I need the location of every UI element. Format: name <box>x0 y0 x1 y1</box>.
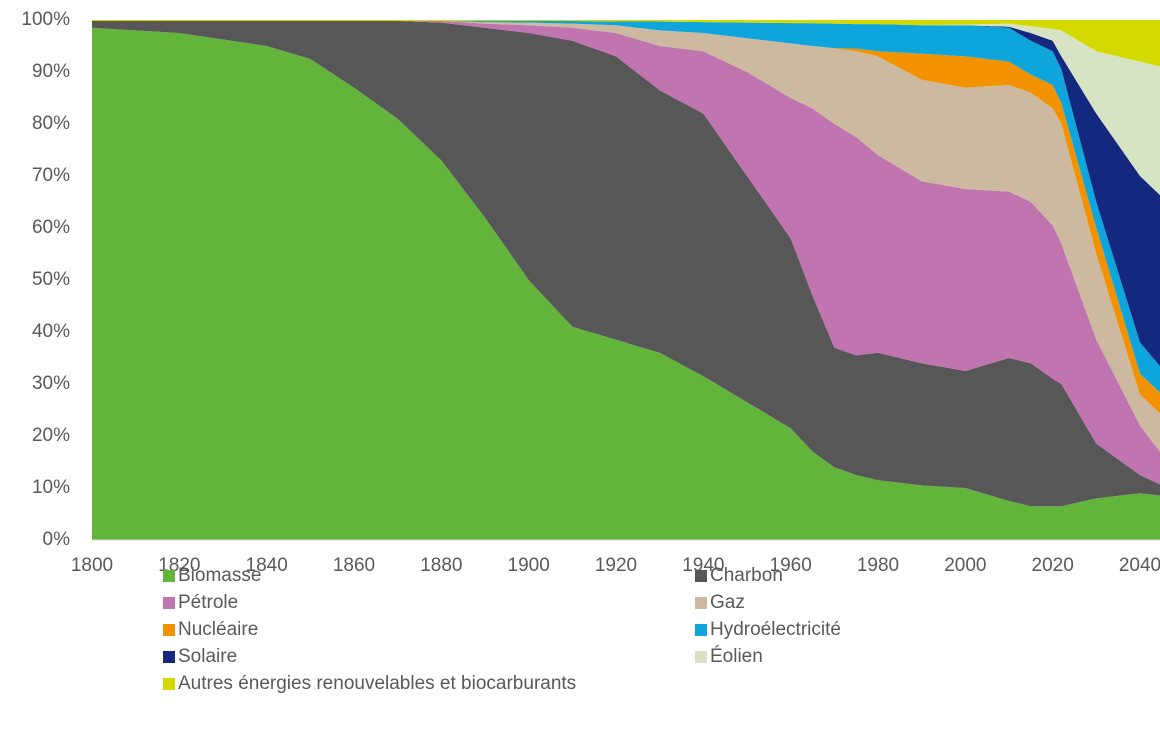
legend-label: Charbon <box>710 565 783 586</box>
legend-swatch <box>695 597 707 609</box>
x-tick-label: 1920 <box>595 555 637 576</box>
legend-label: Hydroélectricité <box>710 619 841 640</box>
legend-label: Biomasse <box>178 565 261 586</box>
y-tick-label: 0% <box>43 529 71 550</box>
legend-swatch <box>163 624 175 636</box>
legend-swatch <box>163 651 175 663</box>
legend-label: Gaz <box>710 592 745 613</box>
legend-swatch <box>163 570 175 582</box>
legend-label: Autres énergies renouvelables et biocarb… <box>178 673 576 694</box>
legend-swatch <box>695 624 707 636</box>
y-tick-label: 80% <box>32 113 70 134</box>
x-tick-label: 1940 <box>682 555 724 576</box>
area <box>92 21 1160 196</box>
legend-label: Nucléaire <box>178 619 258 640</box>
legend-label: Pétrole <box>178 592 238 613</box>
area <box>92 27 1160 540</box>
y-tick-label: 40% <box>32 321 70 342</box>
legend-swatch <box>163 597 175 609</box>
x-tick-label: 1860 <box>333 555 375 576</box>
x-tick-label: 2020 <box>1032 555 1074 576</box>
x-tick-label: 2040 <box>1119 555 1160 576</box>
y-tick-label: 20% <box>32 425 70 446</box>
y-tick-label: 100% <box>21 9 70 30</box>
legend-swatch <box>163 678 175 690</box>
x-tick-label: 1960 <box>770 555 812 576</box>
x-tick-label: 1800 <box>71 555 113 576</box>
legend-swatch <box>695 651 707 663</box>
x-tick-label: 1980 <box>857 555 899 576</box>
area <box>92 21 1160 393</box>
area <box>92 21 1160 452</box>
x-tick-label: 1900 <box>508 555 550 576</box>
legend-label: Solaire <box>178 646 237 667</box>
area <box>92 20 1160 67</box>
x-tick-label: 1880 <box>420 555 462 576</box>
y-tick-label: 70% <box>32 165 70 186</box>
x-tick-label: 2000 <box>944 555 986 576</box>
y-tick-label: 30% <box>32 373 70 394</box>
legend-label: Éolien <box>710 646 763 667</box>
y-tick-label: 60% <box>32 217 70 238</box>
y-tick-label: 50% <box>32 269 70 290</box>
x-tick-label: 1840 <box>246 555 288 576</box>
legend-swatch <box>695 570 707 582</box>
y-tick-label: 90% <box>32 61 70 82</box>
area <box>92 21 1160 485</box>
y-tick-label: 10% <box>32 477 70 498</box>
area <box>92 21 1160 507</box>
